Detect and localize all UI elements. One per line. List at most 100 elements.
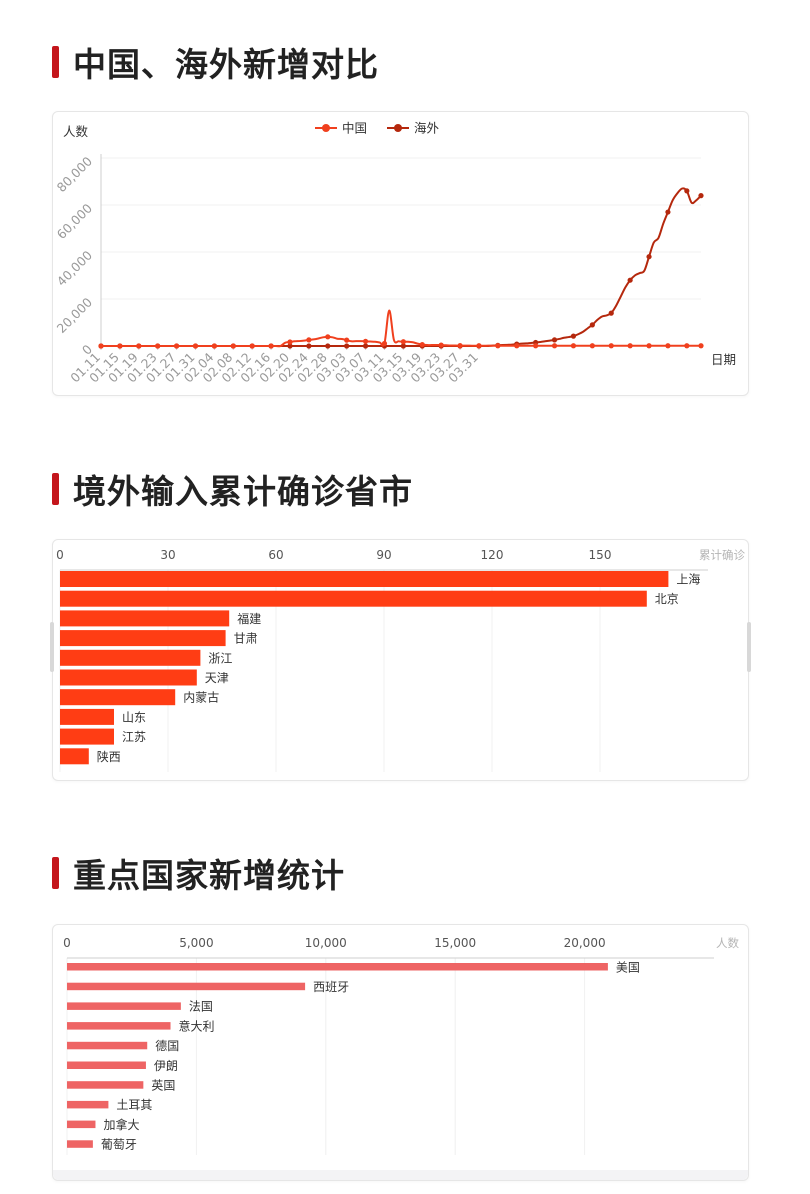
series-point-海外 xyxy=(325,343,331,349)
x-tick-label: 15,000 xyxy=(434,936,476,950)
right-scroll-handle[interactable] xyxy=(747,622,751,672)
bar xyxy=(67,1081,144,1089)
series-point-海外 xyxy=(362,343,369,349)
title-accent-bar xyxy=(52,473,59,505)
series-point-中国 xyxy=(325,334,331,340)
bar-category-label: 德国 xyxy=(155,1038,179,1053)
series-point-中国 xyxy=(533,343,539,349)
section-title-text: 境外输入累计确诊省市 xyxy=(73,472,413,511)
y-tick-label: 40,000 xyxy=(54,247,96,289)
series-point-中国 xyxy=(698,343,704,349)
series-point-中国 xyxy=(646,343,652,349)
country-bar-chart: 0 5,000 10,000 15,000 20,000 人数美国西班牙法国意大利德国伊朗… xyxy=(63,936,739,1155)
bar-category-label: 北京 xyxy=(655,592,679,606)
title-accent-bar xyxy=(52,46,59,78)
series-point-中国 xyxy=(419,341,425,348)
x-tick-label: 90 xyxy=(376,548,391,562)
x-tick-label: 0 xyxy=(56,548,64,562)
series-point-海外 xyxy=(400,343,406,349)
series-point-中国 xyxy=(589,343,595,349)
series-point-中国 xyxy=(457,343,463,349)
bar xyxy=(60,669,197,686)
y-tick-label: 60,000 xyxy=(54,200,96,242)
series-point-海外 xyxy=(589,322,595,328)
series-point-中国 xyxy=(381,340,388,347)
series-point-海外 xyxy=(684,188,690,194)
bar-category-label: 山东 xyxy=(122,710,146,724)
series-point-中国 xyxy=(570,343,577,349)
x-axis-label: 累计确诊 xyxy=(699,548,745,562)
series-point-海外 xyxy=(698,193,704,199)
bottom-scroll-strip[interactable] xyxy=(53,1170,748,1180)
series-point-中国 xyxy=(173,343,180,349)
bar-category-label: 葡萄牙 xyxy=(101,1138,137,1152)
province-bar-card: 0 30 60 90 120 150 累计确诊 上海 北京 福建 甘肃 浙江 天津 内蒙古 山东 江苏 陕西 xyxy=(50,539,751,781)
bar xyxy=(60,571,669,587)
bar-category-label: 意大利 xyxy=(179,1018,215,1033)
bar xyxy=(60,728,114,745)
series-point-海外 xyxy=(570,333,577,339)
series-point-海外 xyxy=(627,277,633,283)
x-tick-label: 30 xyxy=(160,548,175,562)
bar-category-label: 天津 xyxy=(205,671,229,685)
series-point-中国 xyxy=(476,343,482,349)
bar-category-label: 陕西 xyxy=(97,749,121,764)
series-point-中国 xyxy=(344,337,350,343)
bar-category-label: 美国 xyxy=(616,960,640,974)
x-axis-label: 人数 xyxy=(716,936,739,950)
legend-swatch-dot xyxy=(322,124,330,132)
line-chart-card: 0 20,000 40,000 60,000 80,000 人数 日期 01.11 01.15 0… xyxy=(52,111,749,396)
bar xyxy=(60,630,226,647)
y-tick-label: 80,000 xyxy=(54,153,96,195)
series-point-中国 xyxy=(495,343,501,349)
bar-category-label: 浙江 xyxy=(208,651,232,665)
bar-category-label: 法国 xyxy=(189,1000,213,1014)
section-title-provinces: 境外输入累计确诊省市 xyxy=(52,469,413,511)
series-point-中国 xyxy=(306,337,312,343)
series-line-海外 xyxy=(101,187,702,348)
bar xyxy=(60,649,201,666)
x-tick-label: 10,000 xyxy=(305,936,347,950)
section-title-text: 中国、海外新增对比 xyxy=(73,45,379,84)
series-point-中国 xyxy=(211,343,217,349)
series-point-中国 xyxy=(136,343,142,349)
series-point-海外 xyxy=(551,337,558,343)
series-point-中国 xyxy=(400,339,406,345)
bar xyxy=(67,1140,93,1148)
section-title-countries: 重点国家新增统计 xyxy=(52,853,345,895)
bar xyxy=(67,1002,181,1010)
bar-category-label: 江苏 xyxy=(122,730,146,744)
line-chart: 020,00040,00060,00080,000人数日期01.1101.150… xyxy=(54,121,736,386)
series-point-中国 xyxy=(551,343,558,349)
bar xyxy=(67,1041,148,1050)
series-point-中国 xyxy=(192,343,199,349)
series-point-中国 xyxy=(117,343,123,349)
bar xyxy=(67,1022,171,1030)
series-point-中国 xyxy=(98,343,104,349)
x-tick-label: 60 xyxy=(268,548,283,562)
series-point-海外 xyxy=(344,343,350,349)
legend-label: 海外 xyxy=(414,121,440,136)
title-accent-bar xyxy=(52,857,59,889)
series-point-海外 xyxy=(306,343,312,349)
series-point-中国 xyxy=(514,343,520,349)
x-tick-label: 20,000 xyxy=(564,936,606,950)
series-point-海外 xyxy=(665,209,671,215)
section-title-comparison: 中国、海外新增对比 xyxy=(52,42,379,84)
bar-category-label: 伊朗 xyxy=(154,1059,178,1073)
bar xyxy=(67,1061,146,1069)
bar-category-label: 土耳其 xyxy=(116,1098,152,1112)
x-axis-label: 日期 xyxy=(711,352,736,367)
series-point-中国 xyxy=(684,343,690,349)
left-scroll-handle[interactable] xyxy=(50,622,54,672)
y-tick-label: 20,000 xyxy=(54,294,96,336)
series-point-中国 xyxy=(155,343,161,349)
legend-swatch-dot xyxy=(394,124,402,132)
bar-category-label: 英国 xyxy=(151,1078,175,1092)
series-point-中国 xyxy=(287,339,293,345)
bar xyxy=(60,748,89,765)
x-tick-label: 120 xyxy=(481,548,504,562)
bar-category-label: 内蒙古 xyxy=(183,690,219,705)
x-tick-label: 150 xyxy=(589,548,612,562)
